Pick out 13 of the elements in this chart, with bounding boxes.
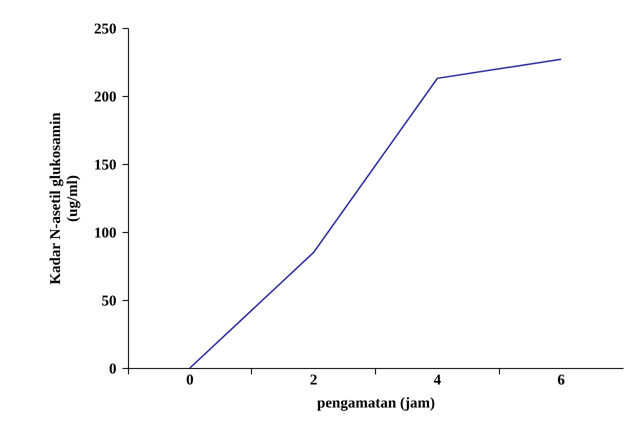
y-tick-label: 0 xyxy=(109,362,116,378)
y-tick-label: 50 xyxy=(102,294,116,310)
y-tick-label: 100 xyxy=(94,226,116,242)
y-tick-label: 200 xyxy=(94,90,116,106)
y-axis-title: Kadar N-asetil glukosamin (ug/ml) xyxy=(48,112,81,285)
x-axis-title: pengamatan (jam) xyxy=(317,396,435,412)
y-tick-label: 150 xyxy=(94,158,116,174)
x-tick-label: 0 xyxy=(186,372,194,388)
y-tick-label: 250 xyxy=(94,22,116,38)
x-tick-label: 2 xyxy=(310,372,318,388)
x-tick-label: 4 xyxy=(434,372,442,388)
line-series xyxy=(189,58,562,369)
x-tick-label: 6 xyxy=(557,372,566,388)
